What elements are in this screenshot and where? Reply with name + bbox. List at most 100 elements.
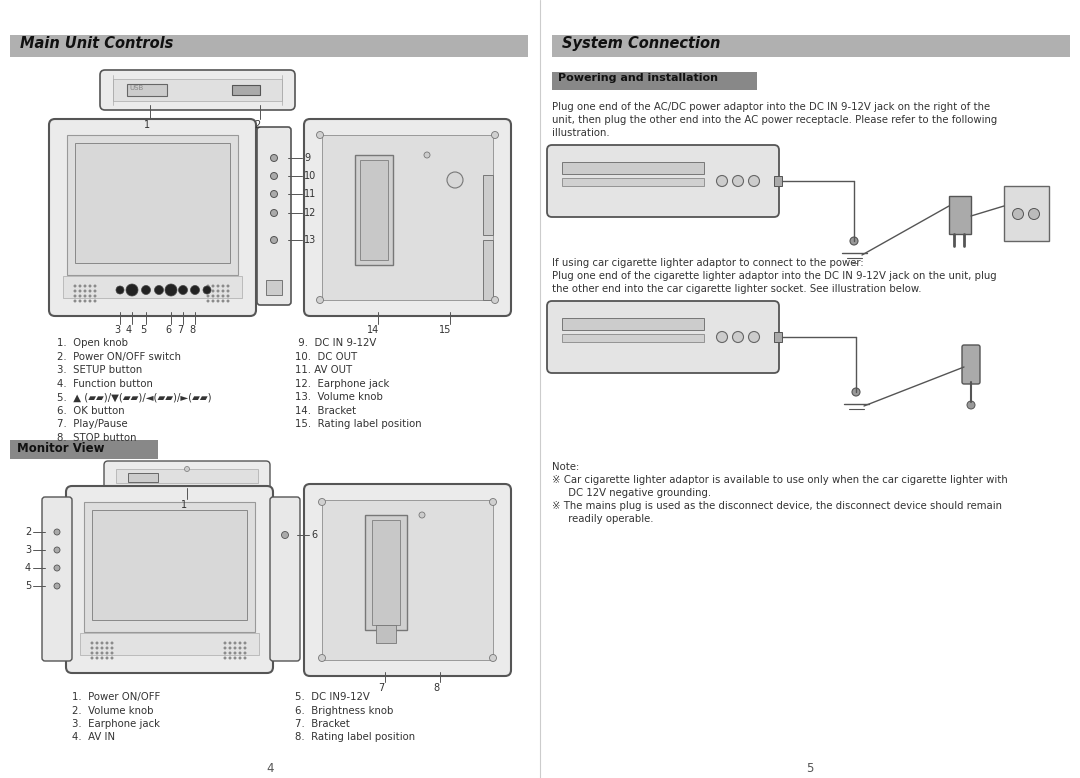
Text: 4.  AV IN: 4. AV IN [72, 733, 116, 742]
Circle shape [229, 642, 231, 644]
Circle shape [111, 657, 113, 659]
Text: 3: 3 [25, 545, 31, 555]
Circle shape [206, 285, 210, 287]
Text: 15: 15 [438, 325, 451, 335]
Circle shape [270, 191, 278, 198]
Text: 13: 13 [303, 235, 316, 245]
Bar [562, 162, 704, 174]
Circle shape [206, 300, 210, 302]
Circle shape [319, 654, 325, 661]
Text: 12.  Earphone jack: 12. Earphone jack [295, 379, 390, 388]
Bar [127, 84, 167, 96]
Circle shape [106, 647, 108, 649]
Text: 3.  SETUP button: 3. SETUP button [57, 365, 143, 375]
Circle shape [91, 642, 93, 644]
Circle shape [716, 331, 728, 342]
Circle shape [96, 652, 98, 654]
Bar [113, 79, 282, 101]
Text: 1: 1 [144, 120, 150, 130]
Bar [63, 276, 242, 298]
Text: 7: 7 [177, 325, 184, 335]
Text: 4.  Function button: 4. Function button [57, 379, 153, 388]
Text: 6: 6 [311, 530, 318, 540]
Circle shape [106, 642, 108, 644]
Circle shape [79, 300, 81, 302]
Bar [483, 240, 492, 300]
Text: 11: 11 [303, 189, 316, 199]
Bar [562, 178, 704, 186]
Circle shape [73, 300, 77, 302]
Circle shape [233, 657, 237, 659]
FancyBboxPatch shape [49, 119, 256, 316]
Text: 6: 6 [165, 325, 171, 335]
Bar [552, 35, 1070, 57]
Text: 7.  Bracket: 7. Bracket [295, 719, 350, 729]
Circle shape [91, 657, 93, 659]
Circle shape [244, 647, 246, 649]
Text: ※ Car cigarette lighter adaptor is available to use only when the car cigarette : ※ Car cigarette lighter adaptor is avail… [552, 475, 1008, 485]
Circle shape [316, 131, 324, 138]
FancyBboxPatch shape [303, 119, 511, 316]
Text: 7: 7 [378, 683, 384, 693]
Text: 2: 2 [254, 120, 260, 130]
Bar [774, 332, 782, 342]
Circle shape [94, 295, 96, 297]
Circle shape [217, 285, 219, 287]
Circle shape [73, 285, 77, 287]
Circle shape [227, 295, 229, 297]
Circle shape [221, 295, 225, 297]
Text: 12: 12 [303, 208, 316, 218]
Text: 5: 5 [807, 762, 813, 775]
Bar [1004, 186, 1049, 241]
Circle shape [111, 642, 113, 644]
Text: System Connection: System Connection [562, 36, 720, 51]
Text: 5.  ▲ (▰▰)/▼(▰▰)/◄(▰▰)/►(▰▰): 5. ▲ (▰▰)/▼(▰▰)/◄(▰▰)/►(▰▰) [57, 392, 212, 402]
Circle shape [270, 155, 278, 162]
Circle shape [716, 176, 728, 187]
Circle shape [489, 654, 497, 661]
FancyBboxPatch shape [303, 484, 511, 676]
Circle shape [212, 285, 214, 287]
Circle shape [491, 296, 499, 303]
Text: 8: 8 [433, 683, 440, 693]
FancyBboxPatch shape [66, 486, 273, 673]
Circle shape [141, 286, 150, 295]
Circle shape [54, 565, 60, 571]
Bar [10, 440, 158, 459]
Circle shape [270, 209, 278, 216]
Text: 6.  Brightness knob: 6. Brightness knob [295, 706, 393, 716]
Text: 14: 14 [367, 325, 379, 335]
Circle shape [233, 642, 237, 644]
Circle shape [111, 652, 113, 654]
Bar [67, 135, 238, 275]
Circle shape [244, 642, 246, 644]
Text: Plug one end of the cigarette lighter adaptor into the DC IN 9-12V jack on the u: Plug one end of the cigarette lighter ad… [552, 271, 997, 281]
Bar [365, 515, 407, 630]
FancyBboxPatch shape [257, 127, 291, 305]
Text: DC 12V negative grounding.: DC 12V negative grounding. [552, 488, 711, 498]
Text: 13.  Volume knob: 13. Volume knob [295, 392, 383, 402]
Circle shape [100, 642, 104, 644]
Circle shape [79, 289, 81, 293]
FancyBboxPatch shape [104, 461, 270, 491]
Circle shape [94, 300, 96, 302]
Circle shape [178, 286, 188, 295]
Circle shape [224, 657, 226, 659]
Circle shape [79, 295, 81, 297]
Circle shape [239, 652, 241, 654]
Bar [75, 143, 230, 263]
Circle shape [282, 531, 288, 538]
Circle shape [111, 647, 113, 649]
Text: Powering and installation: Powering and installation [558, 73, 718, 83]
Circle shape [233, 652, 237, 654]
Circle shape [212, 300, 214, 302]
FancyBboxPatch shape [962, 345, 980, 384]
Text: 10.  DC OUT: 10. DC OUT [295, 352, 357, 362]
Circle shape [89, 289, 91, 293]
Circle shape [850, 237, 858, 245]
Bar [116, 469, 258, 483]
Text: 7.  Play/Pause: 7. Play/Pause [57, 419, 127, 429]
Text: 9.  DC IN 9-12V: 9. DC IN 9-12V [295, 338, 376, 348]
Circle shape [106, 657, 108, 659]
Circle shape [94, 289, 96, 293]
